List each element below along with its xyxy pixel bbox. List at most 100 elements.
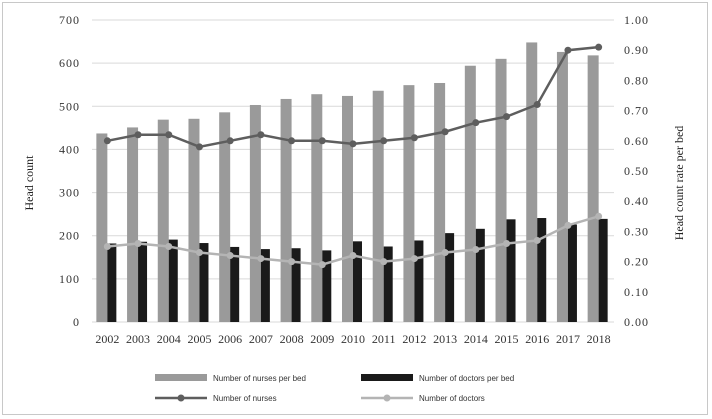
x-tick-label: 2010 <box>341 332 365 346</box>
y-right-tick-label: 0.70 <box>624 104 649 118</box>
point-doctors <box>134 239 142 247</box>
x-tick-label: 2009 <box>310 332 334 346</box>
point-nurses <box>318 137 326 145</box>
bar-nurses-per-bed <box>556 51 568 322</box>
point-doctors <box>595 212 603 220</box>
point-doctors <box>226 252 234 260</box>
bar-nurses-per-bed <box>219 112 231 322</box>
point-doctors <box>257 255 265 263</box>
point-nurses <box>288 137 296 145</box>
point-doctors <box>503 239 511 247</box>
bar-nurses-per-bed <box>188 118 200 322</box>
point-doctors <box>103 243 111 250</box>
y-left-tick-label: 400 <box>59 142 80 156</box>
bar-doctors-per-bed <box>445 233 455 322</box>
bar-nurses-per-bed <box>96 133 108 322</box>
point-doctors <box>564 221 572 229</box>
bar-nurses-per-bed <box>587 55 599 323</box>
legend-swatch <box>155 374 207 381</box>
bar-doctors-per-bed <box>414 240 424 322</box>
bar-doctors-per-bed <box>598 218 608 322</box>
y-right-tick-label: 1.00 <box>624 13 649 27</box>
y-right-axis-title: Head count rate per bed <box>672 126 686 241</box>
y-left-tick-label: 100 <box>59 272 80 286</box>
x-tick-label: 2004 <box>157 332 181 346</box>
x-tick-label: 2012 <box>402 332 426 346</box>
bar-doctors-per-bed <box>537 218 547 322</box>
bar-doctors-per-bed <box>383 246 393 322</box>
point-nurses <box>165 131 173 139</box>
point-doctors <box>195 249 203 257</box>
point-nurses <box>195 143 203 151</box>
legend-swatch <box>361 374 413 381</box>
bar-doctors-per-bed <box>567 224 577 322</box>
point-nurses <box>226 137 234 145</box>
point-nurses <box>380 137 388 145</box>
x-tick-label: 2002 <box>95 332 119 346</box>
bar-nurses-per-bed <box>127 127 139 322</box>
bar-doctors-per-bed <box>260 249 270 322</box>
legend-label: Number of nurses per bed <box>213 374 306 383</box>
point-nurses <box>349 140 357 148</box>
bar-doctors-per-bed <box>353 241 362 322</box>
point-nurses <box>103 137 111 145</box>
point-nurses <box>595 43 603 51</box>
legend-marker <box>177 394 185 402</box>
y-left-tick-label: 200 <box>59 229 80 243</box>
point-nurses <box>503 113 511 121</box>
y-right-tick-label: 0.90 <box>624 43 649 57</box>
y-left-tick-label: 500 <box>59 99 80 113</box>
bar-nurses-per-bed <box>157 119 169 322</box>
bar-nurses-per-bed <box>434 82 446 322</box>
point-doctors <box>288 258 296 266</box>
x-tick-label: 2018 <box>587 332 611 346</box>
bar-doctors-per-bed <box>138 241 148 322</box>
bar-doctors-per-bed <box>168 239 178 322</box>
bar-doctors-per-bed <box>475 228 485 322</box>
bar-doctors-per-bed <box>291 248 301 322</box>
y-right-tick-label: 0.50 <box>624 164 649 178</box>
bar-nurses-per-bed <box>372 90 384 322</box>
x-tick-label: 2015 <box>495 332 519 346</box>
x-tick-label: 2016 <box>525 332 549 346</box>
bar-doctors-per-bed <box>322 250 332 322</box>
x-tick-label: 2003 <box>126 332 150 346</box>
x-tick-label: 2007 <box>249 332 273 346</box>
bar-nurses-per-bed <box>403 85 415 322</box>
legend-label: Number of doctors <box>419 394 485 403</box>
x-tick-label: 2013 <box>433 332 457 346</box>
point-nurses <box>533 101 541 109</box>
x-tick-label: 2006 <box>218 332 242 346</box>
bar-nurses-per-bed <box>311 94 323 322</box>
bar-doctors-per-bed <box>107 243 117 322</box>
x-tick-label: 2017 <box>556 332 580 346</box>
y-left-tick-label: 600 <box>59 56 80 70</box>
bar-doctors-per-bed <box>230 246 240 322</box>
point-doctors <box>165 243 173 250</box>
bar-nurses-per-bed <box>280 98 292 322</box>
legend-label: Number of doctors per bed <box>419 374 514 383</box>
point-doctors <box>441 249 449 257</box>
point-nurses <box>472 119 480 127</box>
y-left-axis-title: Head count <box>22 155 36 211</box>
y-right-tick-label: 0.20 <box>624 255 649 269</box>
bar-nurses-per-bed <box>342 95 353 322</box>
point-doctors <box>410 255 418 263</box>
legend-label: Number of nurses <box>213 394 277 403</box>
y-right-tick-label: 0.00 <box>624 315 649 329</box>
x-tick-label: 2014 <box>464 332 488 346</box>
bar-nurses-per-bed <box>526 42 538 322</box>
point-doctors <box>318 261 326 269</box>
point-doctors <box>380 258 388 266</box>
bar-nurses-per-bed <box>495 58 507 322</box>
legend-marker <box>383 394 391 402</box>
point-doctors <box>533 236 541 244</box>
bar-doctors-per-bed <box>199 243 209 322</box>
point-doctors <box>472 246 480 254</box>
point-nurses <box>441 128 449 136</box>
x-tick-label: 2008 <box>280 332 304 346</box>
y-left-tick-label: 700 <box>59 13 80 27</box>
point-nurses <box>410 134 418 142</box>
y-right-tick-label: 0.60 <box>624 134 649 148</box>
